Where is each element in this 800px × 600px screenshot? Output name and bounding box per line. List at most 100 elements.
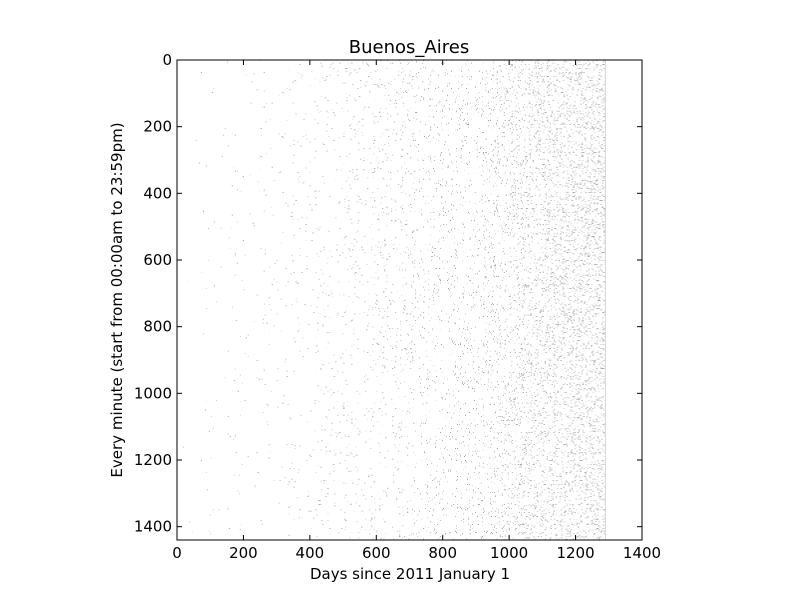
heatmap-cell — [512, 537, 514, 539]
heatmap-cell — [511, 497, 513, 499]
heatmap-cell — [532, 254, 534, 256]
heatmap-cell — [270, 390, 272, 392]
heatmap-cell — [421, 436, 423, 437]
heatmap-cell — [526, 121, 528, 123]
heatmap-cell — [261, 106, 263, 108]
heatmap-cell — [344, 206, 346, 208]
heatmap-cell — [266, 404, 268, 405]
heatmap-cell — [436, 138, 438, 140]
heatmap-cell — [509, 156, 511, 157]
heatmap-cell — [420, 266, 422, 268]
heatmap-cell — [454, 322, 455, 324]
heatmap-cell — [318, 504, 320, 505]
heatmap-cell — [333, 480, 335, 481]
heatmap-cell — [383, 353, 385, 355]
heatmap-cell — [256, 452, 258, 453]
heatmap-cell — [484, 249, 486, 251]
heatmap-cell — [381, 414, 383, 416]
heatmap-cell — [440, 282, 442, 284]
heatmap-cell — [474, 425, 476, 427]
heatmap-cell — [478, 240, 480, 241]
heatmap-cell — [467, 381, 468, 383]
heatmap-cell — [439, 134, 441, 136]
heatmap-cell — [483, 248, 485, 249]
heatmap-cell — [434, 497, 436, 499]
heatmap-cell — [346, 401, 348, 403]
heatmap-cell — [480, 116, 482, 117]
heatmap-cell — [459, 124, 460, 125]
heatmap-cell — [360, 432, 362, 433]
heatmap-cell — [536, 262, 538, 264]
heatmap-cell — [495, 402, 497, 404]
heatmap-cell — [493, 496, 495, 497]
heatmap-cell — [240, 524, 242, 525]
heatmap-cell — [360, 80, 362, 81]
heatmap-cell — [541, 209, 543, 211]
heatmap-cell — [530, 212, 532, 213]
heatmap-cell — [490, 516, 492, 517]
heatmap-cell — [359, 268, 361, 269]
heatmap-cell — [431, 249, 433, 251]
heatmap-cell — [540, 113, 542, 115]
heatmap-cell — [522, 290, 524, 292]
heatmap-cell — [505, 194, 507, 196]
heatmap-cell — [528, 360, 530, 361]
heatmap-cell — [483, 445, 485, 447]
heatmap-cell — [402, 177, 404, 179]
heatmap-cell — [536, 460, 538, 461]
heatmap-cell — [388, 94, 390, 96]
heatmap-cell — [519, 197, 521, 199]
heatmap-cell — [499, 288, 501, 289]
heatmap-cell — [405, 348, 407, 349]
heatmap-cell — [469, 500, 470, 501]
heatmap-cell — [519, 72, 521, 73]
heatmap-cell — [523, 526, 525, 528]
heatmap-cell — [285, 268, 287, 269]
heatmap-cell — [522, 524, 524, 525]
heatmap-cell — [432, 246, 434, 248]
heatmap-cell — [398, 468, 400, 469]
heatmap-cell — [448, 166, 449, 168]
heatmap-cell — [528, 465, 530, 467]
heatmap-cell — [511, 213, 513, 215]
heatmap-cell — [334, 114, 336, 116]
heatmap-cell — [514, 457, 516, 459]
heatmap-cell — [379, 150, 381, 152]
heatmap-cell — [442, 409, 443, 411]
heatmap-cell — [295, 81, 297, 83]
heatmap-cell — [321, 520, 323, 521]
heatmap-cell — [413, 76, 415, 77]
heatmap-cell — [527, 482, 529, 484]
heatmap-cell — [509, 298, 511, 300]
heatmap-cell — [349, 185, 351, 187]
heatmap-cell — [400, 221, 402, 223]
heatmap-cell — [433, 226, 435, 228]
heatmap-cell — [506, 466, 508, 468]
heatmap-cell — [485, 332, 487, 333]
heatmap-cell — [238, 474, 240, 476]
heatmap-cell — [374, 168, 376, 169]
heatmap-cell — [528, 225, 530, 227]
heatmap-cell — [538, 521, 540, 523]
heatmap-cell — [410, 204, 412, 205]
heatmap-cell — [304, 304, 306, 305]
heatmap-cell — [278, 502, 280, 504]
heatmap-cell — [524, 450, 526, 452]
heatmap-cell — [516, 110, 518, 112]
heatmap-cell — [521, 201, 523, 203]
heatmap-cell — [524, 476, 526, 477]
heatmap-cell — [522, 494, 524, 496]
heatmap-cell — [482, 342, 484, 344]
heatmap-cell — [489, 158, 491, 160]
heatmap-cell — [405, 282, 407, 284]
heatmap-cell — [441, 152, 443, 153]
heatmap-cell — [525, 372, 527, 373]
heatmap-cell — [388, 170, 390, 172]
heatmap-cell — [532, 213, 534, 215]
heatmap-cell — [415, 189, 417, 191]
heatmap-cell — [402, 269, 404, 271]
heatmap-cell — [513, 308, 515, 309]
heatmap-cell — [502, 86, 504, 88]
heatmap-cell — [421, 442, 423, 444]
